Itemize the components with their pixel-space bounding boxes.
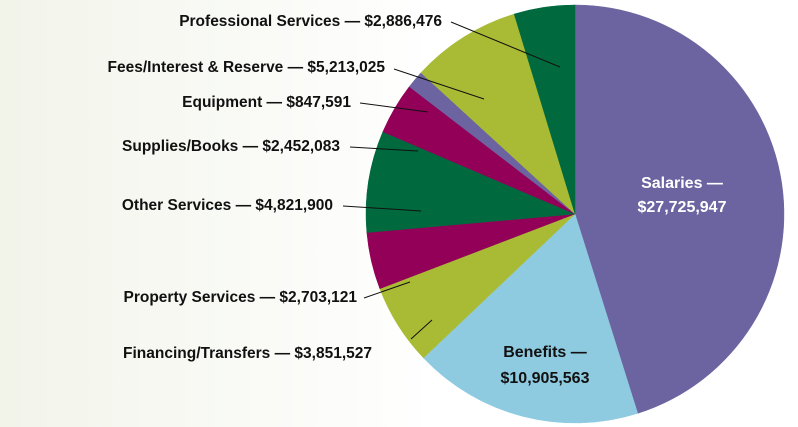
leader-line-supplies-books — [349, 146, 419, 152]
label-financing-transfers: Financing/Transfers — $3,851,527 — [123, 345, 372, 362]
label-equipment: Equipment — $847,591 — [182, 94, 351, 111]
leader-line-fees-interest-and-reserve — [393, 68, 485, 100]
leader-line-financing-transfers — [410, 319, 433, 340]
slice-professional-services — [513, 4, 576, 215]
slice-labels: Salaries — $27,725,947 Benefits — $10,905,5… — [108, 13, 727, 387]
label-salaries: Salaries — — [641, 175, 723, 192]
value-salaries: $27,725,947 — [638, 199, 727, 216]
label-professional-services: Professional Services — $2,886,476 — [179, 13, 442, 30]
pie-slices — [365, 4, 785, 424]
leader-line-property-services — [363, 281, 411, 299]
leader-line-professional-services — [450, 21, 561, 68]
label-benefits: Benefits — — [503, 344, 587, 361]
slice-salaries — [574, 4, 785, 414]
label-fees-interest-and-reserve: Fees/Interest & Reserve — $5,213,025 — [108, 59, 386, 76]
slice-fees-interest-and-reserve — [420, 13, 576, 215]
label-other-services: Other Services — $4,821,900 — [122, 197, 333, 214]
leader-line-equipment — [359, 102, 429, 113]
leader-line-other-services — [342, 205, 422, 212]
label-supplies-books: Supplies/Books — $2,452,083 — [122, 138, 340, 155]
value-benefits: $10,905,563 — [501, 370, 590, 387]
label-property-services: Property Services — $2,703,121 — [123, 289, 357, 306]
slice-other-services — [365, 131, 576, 233]
slice-benefits — [423, 213, 639, 424]
